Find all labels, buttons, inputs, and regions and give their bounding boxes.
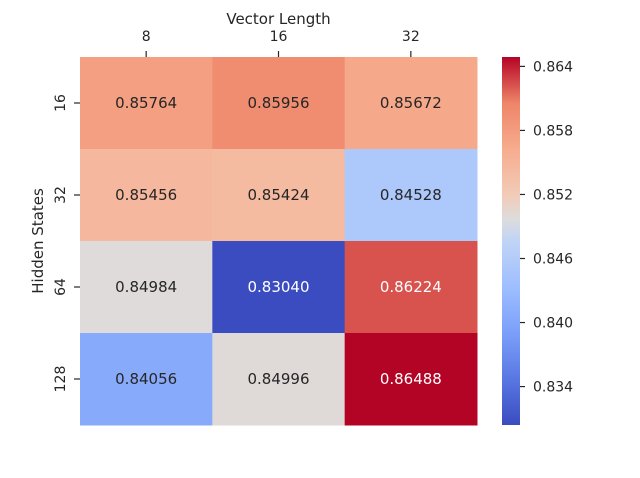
colorbar-tick-label: 0.834 — [533, 380, 573, 396]
colorbar-tick-label: 0.840 — [533, 316, 573, 332]
y-axis-ticks: 16 32 64 128 — [53, 94, 80, 392]
cell-value-label: 0.85456 — [115, 186, 177, 204]
y-tick-label: 16 — [53, 94, 69, 112]
cell-value-label: 0.84996 — [247, 370, 309, 388]
x-axis-ticks: 8 16 32 — [142, 29, 420, 57]
heatmap-cell — [80, 149, 213, 242]
cell-value-label: 0.85424 — [247, 186, 309, 204]
y-tick-label: 128 — [53, 366, 69, 393]
heatmap-cell — [80, 241, 213, 334]
heatmap-cell — [344, 57, 478, 150]
x-tick-label: 16 — [270, 29, 288, 45]
y-tick-label: 32 — [53, 186, 69, 204]
cell-value-label: 0.86488 — [380, 370, 442, 388]
colorbar-tick-label: 0.864 — [533, 59, 573, 75]
cell-value-label: 0.85956 — [247, 94, 309, 112]
cell-value-label: 0.85764 — [115, 94, 177, 112]
cell-value-label: 0.86224 — [380, 278, 442, 296]
y-tick-label: 64 — [53, 278, 69, 296]
x-tick-label: 8 — [142, 29, 151, 45]
heatmap-cells — [80, 57, 478, 426]
heatmap-cell — [344, 149, 478, 242]
cell-value-label: 0.84056 — [115, 370, 177, 388]
colorbar-tick-label: 0.846 — [533, 252, 573, 268]
cell-value-label: 0.84528 — [380, 186, 442, 204]
heatmap-cell — [80, 57, 213, 150]
heatmap-cell — [212, 241, 346, 334]
heatmap-cell — [344, 333, 478, 426]
colorbar — [502, 57, 520, 425]
x-axis-title: Vector Length — [226, 10, 330, 28]
cell-value-label: 0.85672 — [380, 94, 442, 112]
colorbar-tick-label: 0.858 — [533, 123, 573, 139]
heatmap-cell — [212, 333, 346, 426]
cell-value-label: 0.83040 — [247, 278, 309, 296]
colorbar-tick-label: 0.852 — [533, 187, 573, 203]
cell-value-label: 0.84984 — [115, 278, 177, 296]
x-tick-label: 32 — [402, 29, 420, 45]
heatmap-cell — [212, 57, 346, 150]
heatmap-cell-labels: 0.85764 0.85956 0.85672 0.85456 0.85424 0.845… — [115, 94, 442, 388]
heatmap-cell — [80, 333, 213, 426]
heatmap-cell — [212, 149, 346, 242]
heatmap-cell — [344, 241, 478, 334]
y-axis-title: Hidden States — [29, 188, 47, 294]
colorbar-ticks: 0.864 0.858 0.852 0.846 0.840 0.834 — [520, 59, 573, 396]
